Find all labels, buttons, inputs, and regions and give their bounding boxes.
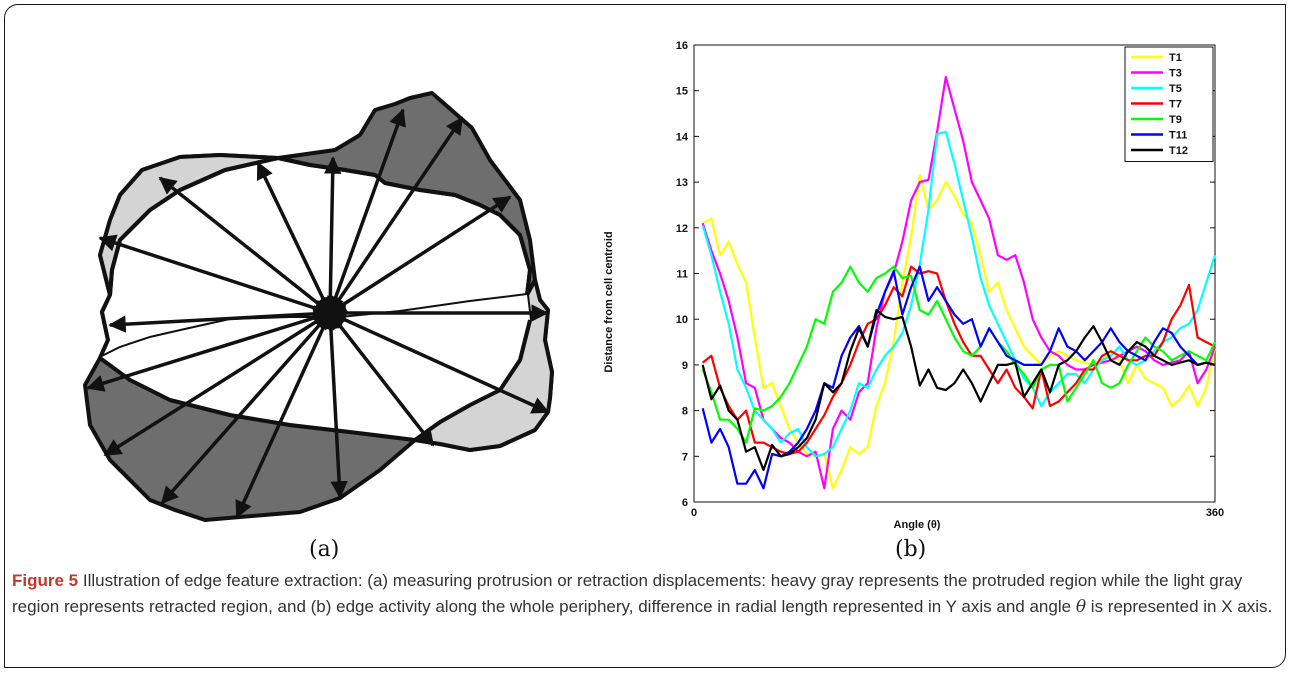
y-tick-label: 10 [676, 314, 688, 326]
panel-a-label: (a) [309, 537, 340, 562]
series-line-t11 [701, 265, 1216, 490]
cell-diagram [83, 91, 554, 522]
y-axis-label: Distance from cell centroid [603, 231, 615, 372]
y-tick-label: 12 [676, 223, 688, 235]
series-line-t1 [702, 174, 1217, 490]
x-tick-label: 360 [1206, 507, 1224, 519]
legend-label-t1: T1 [1169, 52, 1182, 64]
edge-activity-chart: 6 7 8 9 10 11 12 13 14 15 16 0 360 Angle (θ) Distanc… [603, 40, 1224, 531]
caption-text: Illustration of edge feature extraction:… [12, 571, 1243, 616]
y-tick-label: 15 [676, 86, 688, 98]
legend-label-t9: T9 [1169, 114, 1182, 126]
y-tick-label: 7 [682, 451, 688, 463]
y-tick-label: 6 [682, 497, 688, 509]
y-tick-label: 16 [676, 40, 688, 52]
y-tick-label: 14 [676, 131, 689, 143]
panel-b-label: (b) [895, 537, 927, 562]
legend-label-t11: T11 [1169, 130, 1187, 142]
chart-legend: T1 T3 T5 T7 T9 T11 T12 [1124, 46, 1214, 162]
figure-caption: Figure 5 Illustration of edge feature ex… [12, 568, 1274, 620]
series-line-t9 [701, 265, 1216, 444]
axes-group: 6 7 8 9 10 11 12 13 14 15 16 0 360 [676, 40, 1224, 519]
legend-label-t12: T12 [1169, 145, 1188, 157]
x-axis-label: Angle (θ) [894, 519, 941, 531]
legend-label-t5: T5 [1169, 83, 1182, 95]
caption-theta: θ [1075, 597, 1087, 617]
legend-label-t3: T3 [1169, 68, 1182, 80]
y-tick-label: 8 [682, 406, 688, 418]
caption-title: Figure 5 [12, 571, 79, 590]
radial-arrows [86, 108, 550, 519]
series-line-t12 [701, 309, 1216, 472]
y-tick-label: 9 [682, 360, 688, 372]
series-group [701, 75, 1217, 490]
x-tick-label: 0 [691, 507, 697, 519]
y-tick-label: 13 [676, 177, 688, 189]
figure-frame [4, 4, 1286, 668]
y-tick-label: 11 [676, 269, 688, 281]
caption-text-end: is represented in X axis. [1090, 597, 1273, 616]
legend-label-t7: T7 [1169, 99, 1182, 111]
